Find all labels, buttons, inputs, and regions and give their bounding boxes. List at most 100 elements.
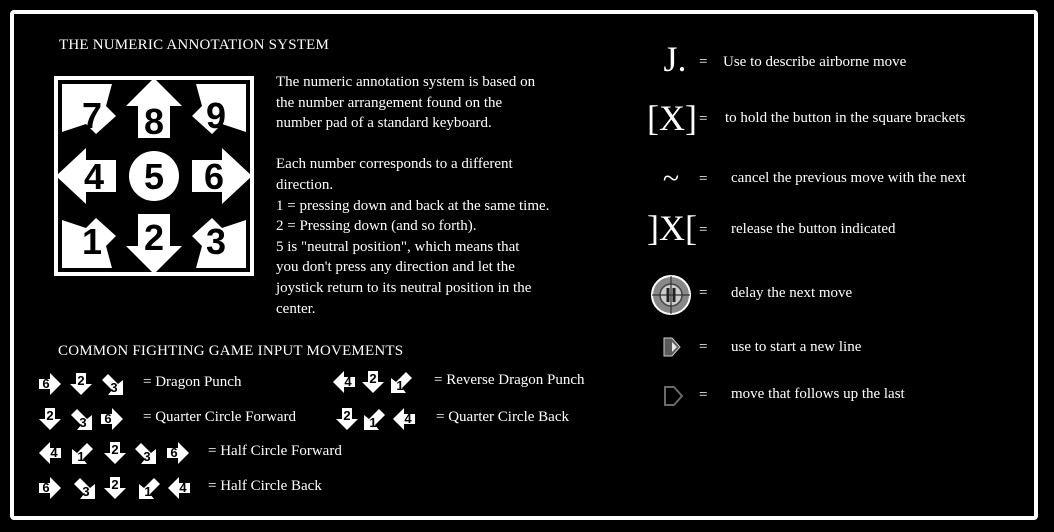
svg-text:5: 5: [144, 156, 164, 197]
svg-text:6: 6: [204, 156, 224, 197]
arrow-number: 2: [111, 477, 118, 492]
arrow-3-icon: 3: [192, 218, 246, 268]
input-arrow-4-icon: 4: [167, 476, 191, 500]
movement-label: = Reverse Dragon Punch: [434, 372, 585, 389]
desc-line: direction.: [276, 175, 606, 196]
arrow-number: 3: [110, 380, 117, 395]
desc-line: The numeric annotation system is based o…: [276, 72, 606, 93]
release-symbol: ]X[: [647, 207, 697, 249]
desc-line: [276, 134, 606, 155]
desc-line: joystick return to its neutral position …: [276, 278, 606, 299]
section-title: THE NUMERIC ANNOTATION SYSTEM: [59, 37, 329, 54]
svg-text:4: 4: [84, 156, 104, 197]
arrow-number: 3: [79, 415, 86, 430]
arrow-number: 6: [42, 376, 49, 391]
input-arrow-1-icon: 1: [363, 407, 387, 431]
arrow-1-icon: 1: [62, 218, 116, 268]
cancel-symbol: ~: [655, 162, 687, 196]
input-arrow-3-icon: 3: [69, 407, 93, 431]
jump-symbol: J.: [655, 38, 695, 80]
arrow-9-icon: 9: [192, 84, 246, 136]
input-arrow-2-icon: 2: [103, 441, 127, 465]
input-arrow-2-icon: 2: [103, 476, 127, 500]
input-arrow-6-icon: 6: [100, 407, 124, 431]
movement-label: = Half Circle Back: [208, 478, 322, 495]
arrow-number: 1: [396, 378, 403, 393]
desc-line: 5 is "neutral position", which means tha…: [276, 237, 606, 258]
movement-quarter-circle-back: 2 1 4 = Quarter Circle Back: [335, 407, 605, 431]
arrow-number: 1: [144, 484, 151, 499]
arrow-number: 3: [143, 449, 150, 464]
input-arrow-2-icon: 2: [361, 370, 385, 394]
arrow-number: 2: [46, 408, 53, 423]
desc-line: number pad of a standard keyboard.: [276, 113, 606, 134]
new-line-icon: [660, 336, 684, 358]
arrow-number: 6: [42, 480, 49, 495]
arrow-number: 4: [344, 374, 352, 389]
arrow-number: 1: [77, 449, 84, 464]
arrow-number: 2: [369, 371, 376, 386]
delay-icon: [650, 274, 692, 316]
movement-label: = Quarter Circle Forward: [143, 409, 296, 426]
pad-number: 7: [82, 95, 102, 136]
movements-title: COMMON FIGHTING GAME INPUT MOVEMENTS: [58, 343, 403, 360]
input-arrow-6-icon: 6: [38, 476, 62, 500]
input-arrow-1-icon: 1: [138, 476, 162, 500]
arrow-6-icon: 6: [192, 148, 252, 204]
input-arrow-2-icon: 2: [69, 372, 93, 396]
neutral-5-icon: 5: [129, 151, 179, 201]
input-arrow-6-icon: 6: [38, 372, 62, 396]
svg-text:3: 3: [206, 221, 226, 262]
movement-label: = Quarter Circle Back: [436, 409, 569, 426]
legend-desc-airborne: Use to describe airborne move: [723, 54, 906, 71]
movement-dragon-punch: 6 2 3 = Dragon Punch: [38, 372, 318, 396]
movement-half-circle-back: 6 3 2 1 4 = Half Circle Back: [38, 476, 358, 500]
arrow-number: 1: [369, 415, 376, 430]
movement-quarter-circle-forward: 2 3 6 = Quarter Circle Forward: [38, 407, 328, 431]
input-arrow-2-icon: 2: [38, 407, 62, 431]
movement-label: = Dragon Punch: [143, 374, 241, 391]
arrow-number: 3: [82, 484, 89, 499]
equals-sign: =: [699, 171, 707, 188]
input-arrow-1-icon: 1: [390, 370, 414, 394]
legend-desc-delay: delay the next move: [731, 285, 852, 302]
equals-sign: =: [699, 111, 707, 128]
input-arrow-4-icon: 4: [332, 370, 356, 394]
arrow-8-icon: 8: [126, 78, 182, 142]
arrow-number: 4: [179, 480, 187, 495]
legend-desc-hold: to hold the button in the square bracket…: [725, 110, 965, 127]
arrow-number: 6: [170, 445, 177, 460]
movement-half-circle-forward: 4 1 2 3 6 = Half Circle Forward: [38, 441, 378, 465]
legend-desc-follow-up: move that follows up the last: [731, 386, 905, 403]
svg-text:8: 8: [144, 101, 164, 142]
description-text: The numeric annotation system is based o…: [276, 72, 606, 319]
legend-desc-cancel: cancel the previous move with the next: [731, 170, 966, 187]
arrow-number: 4: [404, 411, 412, 426]
input-arrow-6-icon: 6: [166, 441, 190, 465]
input-arrow-1-icon: 1: [71, 441, 95, 465]
svg-text:9: 9: [206, 95, 226, 136]
legend-desc-release: release the button indicated: [731, 221, 896, 238]
input-arrow-4-icon: 4: [38, 441, 62, 465]
input-arrow-4-icon: 4: [392, 407, 416, 431]
numpad-diagram: 7 8 9 4 5 6 1: [54, 76, 254, 276]
desc-line: center.: [276, 299, 606, 320]
arrow-7-icon: 7: [62, 84, 116, 136]
svg-text:2: 2: [144, 217, 164, 258]
arrow-number: 2: [343, 408, 350, 423]
arrow-number: 6: [104, 411, 111, 426]
arrow-number: 2: [111, 442, 118, 457]
follow-up-icon: [662, 384, 686, 408]
desc-line: you don't press any direction and let th…: [276, 257, 606, 278]
movement-label: = Half Circle Forward: [208, 443, 342, 460]
equals-sign: =: [699, 285, 707, 302]
input-arrow-2-icon: 2: [335, 407, 359, 431]
input-arrow-3-icon: 3: [72, 476, 96, 500]
input-arrow-3-icon: 3: [100, 372, 124, 396]
desc-line: the number arrangement found on the: [276, 93, 606, 114]
arrow-2-icon: 2: [126, 214, 182, 274]
equals-sign: =: [699, 339, 707, 356]
arrow-number: 2: [77, 373, 84, 388]
equals-sign: =: [699, 54, 707, 71]
desc-line: 1 = pressing down and back at the same t…: [276, 196, 606, 217]
